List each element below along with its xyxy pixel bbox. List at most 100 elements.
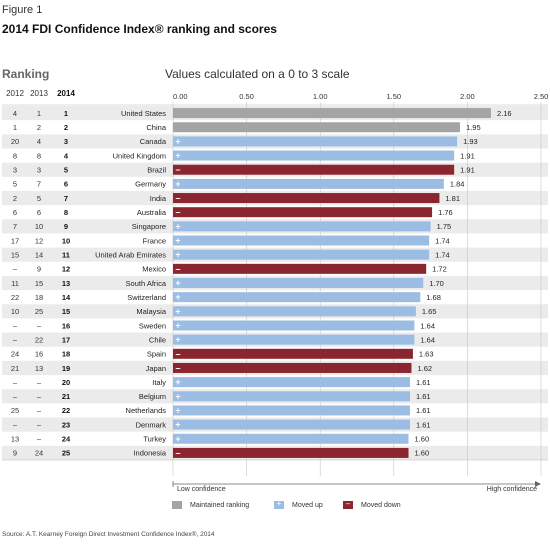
bar [173, 433, 409, 444]
plus-icon: + [175, 391, 180, 401]
plus-icon: + [175, 136, 180, 146]
country-label: Italy [152, 378, 166, 387]
data-label: 1.61 [416, 378, 431, 387]
x-tick-label: 0.50 [239, 92, 254, 101]
country-label: Belgium [139, 392, 166, 401]
plus-icon: + [175, 221, 180, 231]
rank-2012: 7 [13, 222, 17, 231]
rank-2012: 15 [11, 250, 19, 259]
data-label: 1.81 [445, 194, 460, 203]
rank-2012: 17 [11, 236, 19, 245]
rank-2014: 5 [64, 166, 68, 175]
chart-title: 2014 FDI Confidence Index® ranking and s… [2, 22, 277, 36]
rank-2013: 5 [37, 194, 41, 203]
rank-2014: 16 [62, 321, 70, 330]
year-header-2013: 2013 [30, 89, 48, 98]
ranking-header: Ranking [2, 67, 50, 81]
country-label: Netherlands [126, 406, 167, 415]
country-label: Chile [149, 335, 166, 344]
plus-icon: + [175, 151, 180, 161]
bar [173, 391, 410, 402]
rank-2014: 20 [62, 378, 70, 387]
plus-icon: + [175, 278, 180, 288]
low-confidence-label: Low confidence [177, 486, 226, 493]
country-label: Brazil [147, 166, 166, 175]
data-label: 1.61 [416, 392, 431, 401]
rank-2013: 6 [37, 208, 41, 217]
rank-2012: 21 [11, 364, 19, 373]
country-label: Switzerland [127, 293, 166, 302]
x-tick-label: 0.00 [173, 92, 188, 101]
moved-up-swatch: + [274, 499, 284, 509]
rank-2012: 4 [13, 109, 17, 118]
legend-up-label: Moved up [292, 501, 323, 509]
bar [173, 249, 430, 260]
rank-2013: 25 [35, 307, 43, 316]
rank-2014: 21 [62, 392, 70, 401]
country-label: United Arab Emirates [95, 250, 166, 259]
rank-2012: 2 [13, 194, 17, 203]
data-label: 1.64 [420, 321, 435, 330]
country-label: South Africa [126, 279, 167, 288]
data-label: 1.93 [463, 137, 478, 146]
data-label: 1.74 [435, 236, 450, 245]
rank-2012: 5 [13, 180, 17, 189]
rank-2013: 2 [37, 123, 41, 132]
minus-icon: – [175, 349, 180, 359]
rank-2012: 22 [11, 293, 19, 302]
data-label: 2.16 [497, 109, 512, 118]
minus-icon: – [175, 193, 180, 203]
bar [173, 278, 424, 288]
country-label: China [146, 123, 166, 132]
rank-2012: 3 [13, 166, 17, 175]
rank-2013: – [37, 392, 42, 401]
data-label: 1.91 [460, 166, 475, 175]
rank-2013: 18 [35, 293, 43, 302]
rank-2013: 3 [37, 166, 41, 175]
bar [173, 320, 415, 331]
bar [173, 292, 421, 303]
rank-2014: 10 [62, 236, 70, 245]
data-label: 1.70 [429, 279, 444, 288]
rank-2012: 25 [11, 406, 19, 415]
rank-2013: 9 [37, 265, 41, 274]
minus-icon: – [345, 499, 351, 508]
data-label: 1.62 [417, 364, 432, 373]
rank-2013: 7 [37, 180, 41, 189]
data-label: 1.61 [416, 406, 431, 415]
year-header-2014: 2014 [57, 89, 75, 98]
country-label: United Kingdom [113, 151, 166, 160]
data-label: 1.75 [437, 222, 452, 231]
year-header-2012: 2012 [6, 89, 24, 98]
country-label: Turkey [143, 435, 166, 444]
country-label: Spain [147, 350, 166, 359]
bar [173, 348, 413, 359]
rank-2014: 23 [62, 420, 70, 429]
plus-icon: + [175, 320, 180, 330]
confidence-arrow-head [535, 481, 541, 487]
country-label: Mexico [142, 265, 166, 274]
rank-2012: 9 [13, 449, 17, 458]
country-label: France [143, 236, 166, 245]
data-label: 1.61 [416, 420, 431, 429]
rank-2014: 15 [62, 307, 70, 316]
rank-2012: – [13, 420, 18, 429]
rank-2012: – [13, 392, 18, 401]
rank-2013: 13 [35, 364, 43, 373]
rank-2014: 7 [64, 194, 68, 203]
rank-2012: – [13, 265, 18, 274]
data-label: 1.76 [438, 208, 453, 217]
bar [173, 207, 433, 218]
bar [173, 447, 409, 458]
rank-2012: 11 [11, 279, 19, 288]
plus-icon: + [175, 306, 180, 316]
plus-icon: + [175, 434, 180, 444]
bar [173, 235, 430, 246]
x-tick-label: 1.00 [313, 92, 328, 101]
rank-2012: – [13, 335, 18, 344]
plus-icon: + [175, 236, 180, 246]
country-label: Canada [140, 137, 167, 146]
rank-2012: 10 [11, 307, 19, 316]
data-label: 1.60 [415, 449, 430, 458]
